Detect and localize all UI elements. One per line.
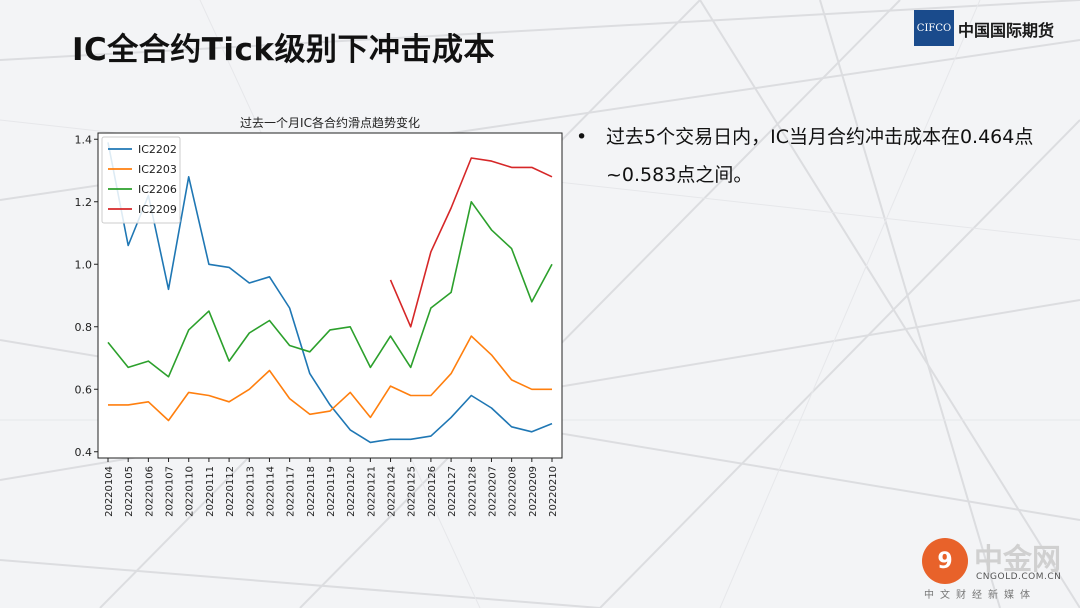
x-tick-label: 20220117 [286, 466, 297, 517]
y-tick-label: 1.2 [75, 196, 93, 209]
series-line-ic2206 [107, 201, 553, 378]
chart-title: 过去一个月IC各合约滑点趋势变化 [240, 115, 420, 130]
x-tick-label: 20220104 [104, 466, 115, 517]
x-tick-label: 20220107 [165, 466, 176, 517]
x-tick-label: 20220113 [245, 466, 256, 517]
series-line-ic2209 [389, 157, 553, 328]
x-tick-label: 20220114 [265, 466, 276, 517]
x-tick-label: 20220127 [447, 466, 458, 517]
watermark-logo-icon: 9 [922, 538, 968, 584]
legend-label-ic2209: IC2209 [138, 203, 177, 216]
slippage-chart: 过去一个月IC各合约滑点趋势变化 0.4 0.6 0.8 1.0 1.2 1.4 202201… [66, 108, 566, 538]
x-tick-label: 20220112 [225, 466, 236, 517]
x-tick-label: 20220119 [326, 466, 337, 517]
legend-box [101, 136, 181, 224]
series-line-ic2202 [107, 142, 553, 444]
x-tick-label: 20220118 [306, 466, 317, 517]
legend-label-ic2203: IC2203 [138, 163, 177, 176]
legend-label-ic2206: IC2206 [138, 183, 177, 196]
slide-title: IC全合约Tick级别下冲击成本 [72, 32, 496, 68]
y-tick-label: 1.0 [75, 258, 93, 271]
y-tick-label: 0.6 [75, 383, 93, 396]
x-tick-label: 20220126 [427, 466, 438, 517]
y-tick-label: 0.4 [75, 446, 93, 459]
chart-svg: 过去一个月IC各合约滑点趋势变化 0.4 0.6 0.8 1.0 1.2 1.4 202201… [75, 115, 563, 517]
y-tick-label: 1.4 [75, 133, 93, 146]
x-tick-label: 20220124 [387, 466, 398, 517]
x-tick-label: 20220208 [508, 466, 519, 517]
company-logo: CIFCO 中国国际期货 [914, 8, 1074, 48]
cifco-mark: CIFCO [914, 10, 954, 46]
x-tick-label: 20220111 [205, 466, 216, 517]
legend-label-ic2202: IC2202 [138, 143, 177, 156]
x-tick-label: 20220128 [467, 466, 478, 517]
x-tick-label: 20220210 [548, 466, 559, 517]
watermark-url: CNGOLD.COM.CN [976, 572, 1062, 582]
x-tick-label: 20220125 [407, 466, 418, 517]
x-tick-label: 20220209 [528, 466, 539, 517]
bullet-marker: • [576, 126, 588, 148]
company-name: 中国国际期货 [958, 21, 1055, 40]
x-tick-label: 20220120 [346, 466, 357, 517]
x-tick-label: 20220106 [144, 466, 155, 517]
x-tick-label: 20220207 [487, 466, 498, 517]
watermark-name: 中金网 [974, 542, 1062, 576]
series-line-ic2203 [108, 335, 552, 422]
x-tick-label: 20220110 [185, 466, 196, 517]
watermark-subtitle: 中文财经新媒体 [924, 590, 1036, 601]
watermark: 9 中金网 CNGOLD.COM.CN 中文财经新媒体 [920, 536, 1070, 601]
y-tick-label: 0.8 [75, 321, 93, 334]
x-tick-label: 20220121 [366, 466, 377, 517]
bullet-text: 过去5个交易日内，IC当月合约冲击成本在0.464点~0.583点之间。 [606, 126, 1034, 186]
x-tick-label: 20220105 [124, 466, 135, 517]
